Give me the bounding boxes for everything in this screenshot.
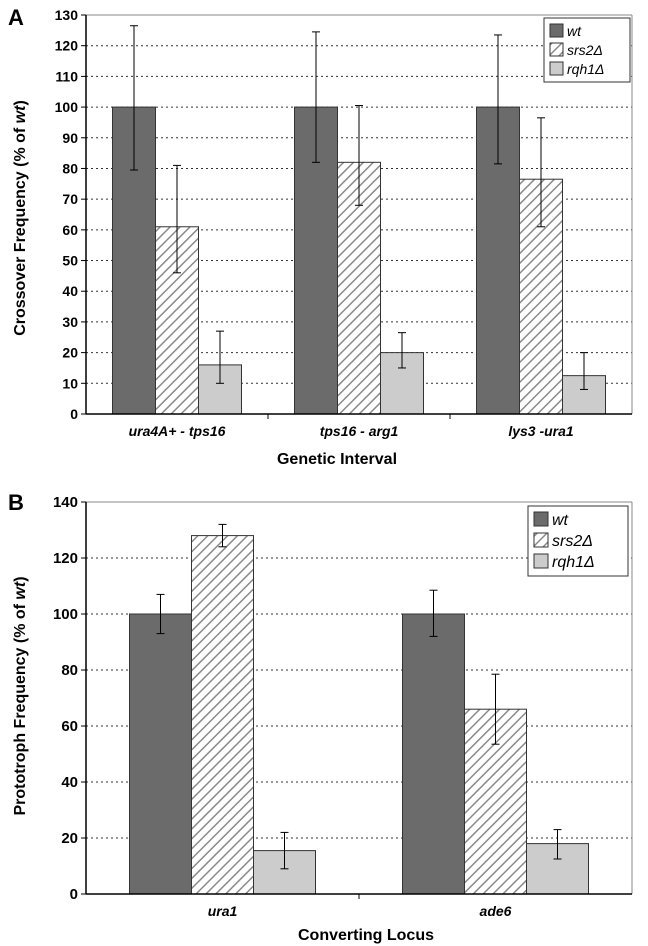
x-tick-label: tps16 - arg1 bbox=[320, 423, 399, 439]
y-tick-label: 60 bbox=[61, 718, 78, 735]
legend-label: wt bbox=[567, 23, 582, 39]
x-tick-label: ade6 bbox=[480, 903, 512, 919]
y-axis-title-text: Crossover Frequency (% of bbox=[12, 123, 29, 336]
x-tick-label: ura1 bbox=[208, 903, 238, 919]
bar bbox=[402, 613, 465, 895]
y-tick-label: 10 bbox=[62, 375, 78, 391]
y-tick-label: 120 bbox=[53, 550, 78, 567]
y-tick-label: 100 bbox=[53, 606, 78, 623]
y-axis-title-italic: wt bbox=[12, 105, 29, 123]
legend-label: srs2Δ bbox=[567, 42, 603, 58]
legend-label: rqh1Δ bbox=[567, 61, 604, 77]
legend-a: wt srs2Δ rqh1Δ bbox=[543, 17, 631, 83]
y-tick-label: 20 bbox=[62, 345, 78, 361]
y-axis-title-text: ) bbox=[12, 576, 29, 581]
chart-b: ura1 ade6 0 20 40 60 80 100 120 140 bbox=[53, 494, 633, 919]
legend-swatch bbox=[549, 42, 564, 57]
y-tick-label: 70 bbox=[62, 191, 78, 207]
bar bbox=[129, 613, 192, 895]
panel-label-b: B bbox=[8, 490, 24, 515]
x-axis-title-a: Genetic Interval bbox=[277, 451, 397, 468]
legend-swatch bbox=[533, 532, 549, 548]
legend-label: rqh1Δ bbox=[552, 554, 595, 571]
x-tick-label: lys3 -ura1 bbox=[508, 423, 574, 439]
legend-label: wt bbox=[552, 512, 569, 529]
y-tick-label: 110 bbox=[55, 68, 78, 84]
legend-label: srs2Δ bbox=[552, 533, 593, 550]
y-tick-label: 130 bbox=[55, 7, 79, 23]
y-axis-title-italic: wt bbox=[12, 581, 29, 599]
y-tick-label: 140 bbox=[53, 494, 78, 511]
y-tick-label: 100 bbox=[55, 99, 79, 115]
y-tick-label: 0 bbox=[70, 406, 78, 422]
panel-label-a: A bbox=[8, 5, 24, 30]
y-tick-label: 80 bbox=[61, 662, 78, 679]
bar bbox=[380, 352, 424, 415]
y-tick-label: 40 bbox=[62, 283, 78, 299]
y-axis-title-text: Prototroph Frequency (% of bbox=[12, 600, 29, 816]
y-tick-label: 60 bbox=[62, 222, 78, 238]
legend-swatch bbox=[533, 511, 549, 527]
legend-b: wt srs2Δ rqh1Δ bbox=[527, 505, 629, 577]
bar bbox=[191, 535, 254, 895]
legend-swatch bbox=[549, 23, 564, 38]
y-tick-label: 30 bbox=[62, 314, 78, 330]
chart-a: ura4A+ - tps16 tps16 - arg1 lys3 -ura1 0 10 2… bbox=[55, 7, 633, 439]
x-tick-label: ura4A+ - tps16 bbox=[129, 423, 226, 439]
y-tick-label: 0 bbox=[70, 886, 78, 903]
y-tick-label: 40 bbox=[61, 774, 78, 791]
y-axis-title-b: Prototroph Frequency (% of wt) bbox=[12, 576, 29, 815]
y-axis-title-text: ) bbox=[12, 100, 29, 105]
legend-swatch bbox=[533, 553, 549, 569]
y-tick-label: 80 bbox=[62, 160, 78, 176]
y-tick-label: 20 bbox=[61, 830, 78, 847]
y-tick-label: 120 bbox=[55, 38, 79, 54]
legend-swatch bbox=[549, 61, 564, 76]
y-axis-title-a: Crossover Frequency (% of wt) bbox=[12, 100, 29, 336]
y-tick-label: 50 bbox=[62, 253, 78, 269]
x-axis-title-b: Converting Locus bbox=[298, 927, 434, 944]
y-tick-label: 90 bbox=[62, 130, 78, 146]
